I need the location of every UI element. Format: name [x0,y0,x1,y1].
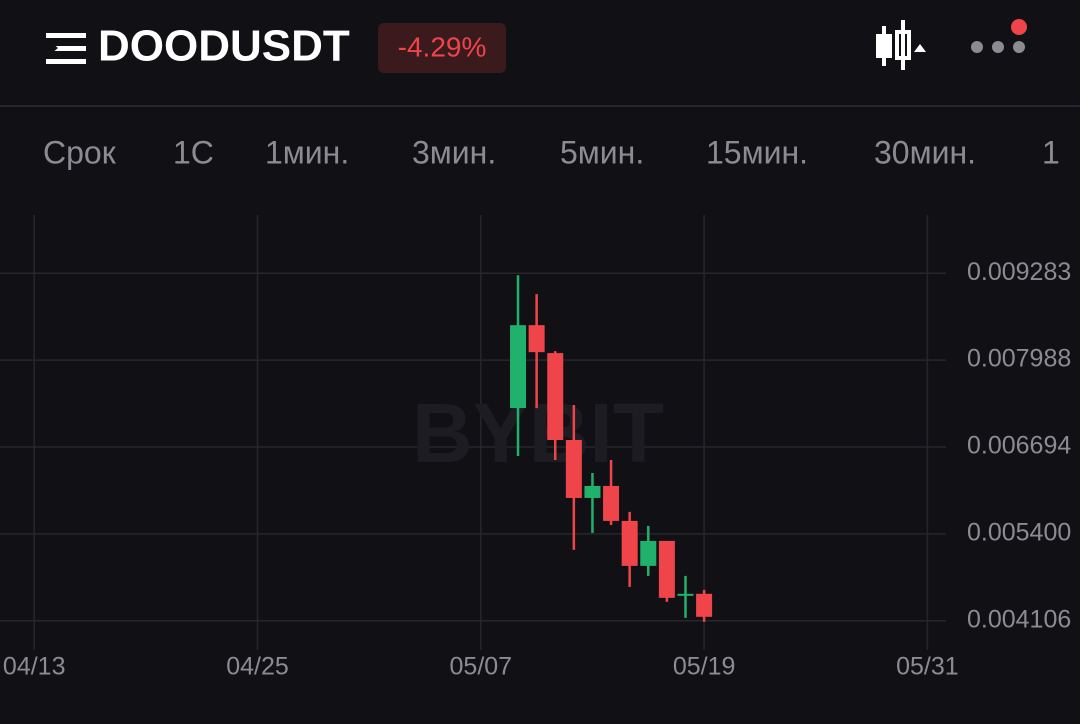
y-tick-label: 0.006694 [967,432,1071,460]
watermark: BYBIT [412,386,664,480]
candle-body [640,540,657,566]
candle-body [621,520,638,566]
timeframe-tabs: Срок 1С 1мин. 3мин. 5мин. 15мин. 30мин. 1 [43,134,1060,170]
x-tick-label: 04/13 [3,653,66,681]
x-tick-label: 05/19 [673,653,736,681]
timeframe-tab[interactable]: 3мин. [412,134,496,170]
x-tick-label: 05/07 [450,653,513,681]
timeframe-tab[interactable]: 1 [1042,134,1060,170]
timeframe-tab[interactable]: Срок [43,134,117,170]
candle-body [677,593,694,596]
candle-body [603,485,620,521]
timeframe-tab[interactable]: 5мин. [560,134,644,170]
candle-body [547,353,564,441]
y-tick-label: 0.004106 [967,605,1071,633]
grid: 04/13 04/25 05/07 05/19 05/31 0.009283 0.00798… [0,215,1071,681]
x-tick-label: 04/25 [226,653,289,681]
more-icon[interactable] [971,19,1027,53]
candle-body [584,485,601,498]
y-tick-label: 0.005400 [967,518,1071,546]
x-tick-label: 05/31 [896,653,959,681]
y-tick-label: 0.007988 [967,345,1071,373]
candle-body [528,325,545,353]
candle-body [658,540,675,598]
menu-icon[interactable] [46,33,86,64]
change-badge [378,23,506,73]
symbol[interactable]: DOODUSDT [98,22,350,71]
candle-body [565,440,582,498]
y-tick-label: 0.009283 [967,258,1071,286]
timeframe-tab[interactable]: 30мин. [874,134,976,170]
change: -4.29% [398,31,487,62]
timeframe-tab[interactable]: 15мин. [706,134,808,170]
chart-type-icon[interactable] [876,20,926,70]
timeframe-tab[interactable]: 1мин. [265,134,349,170]
timeframe-tab[interactable]: 1С [173,134,214,170]
candles [510,275,713,622]
candle-body [696,593,713,617]
candle-body [510,325,527,409]
